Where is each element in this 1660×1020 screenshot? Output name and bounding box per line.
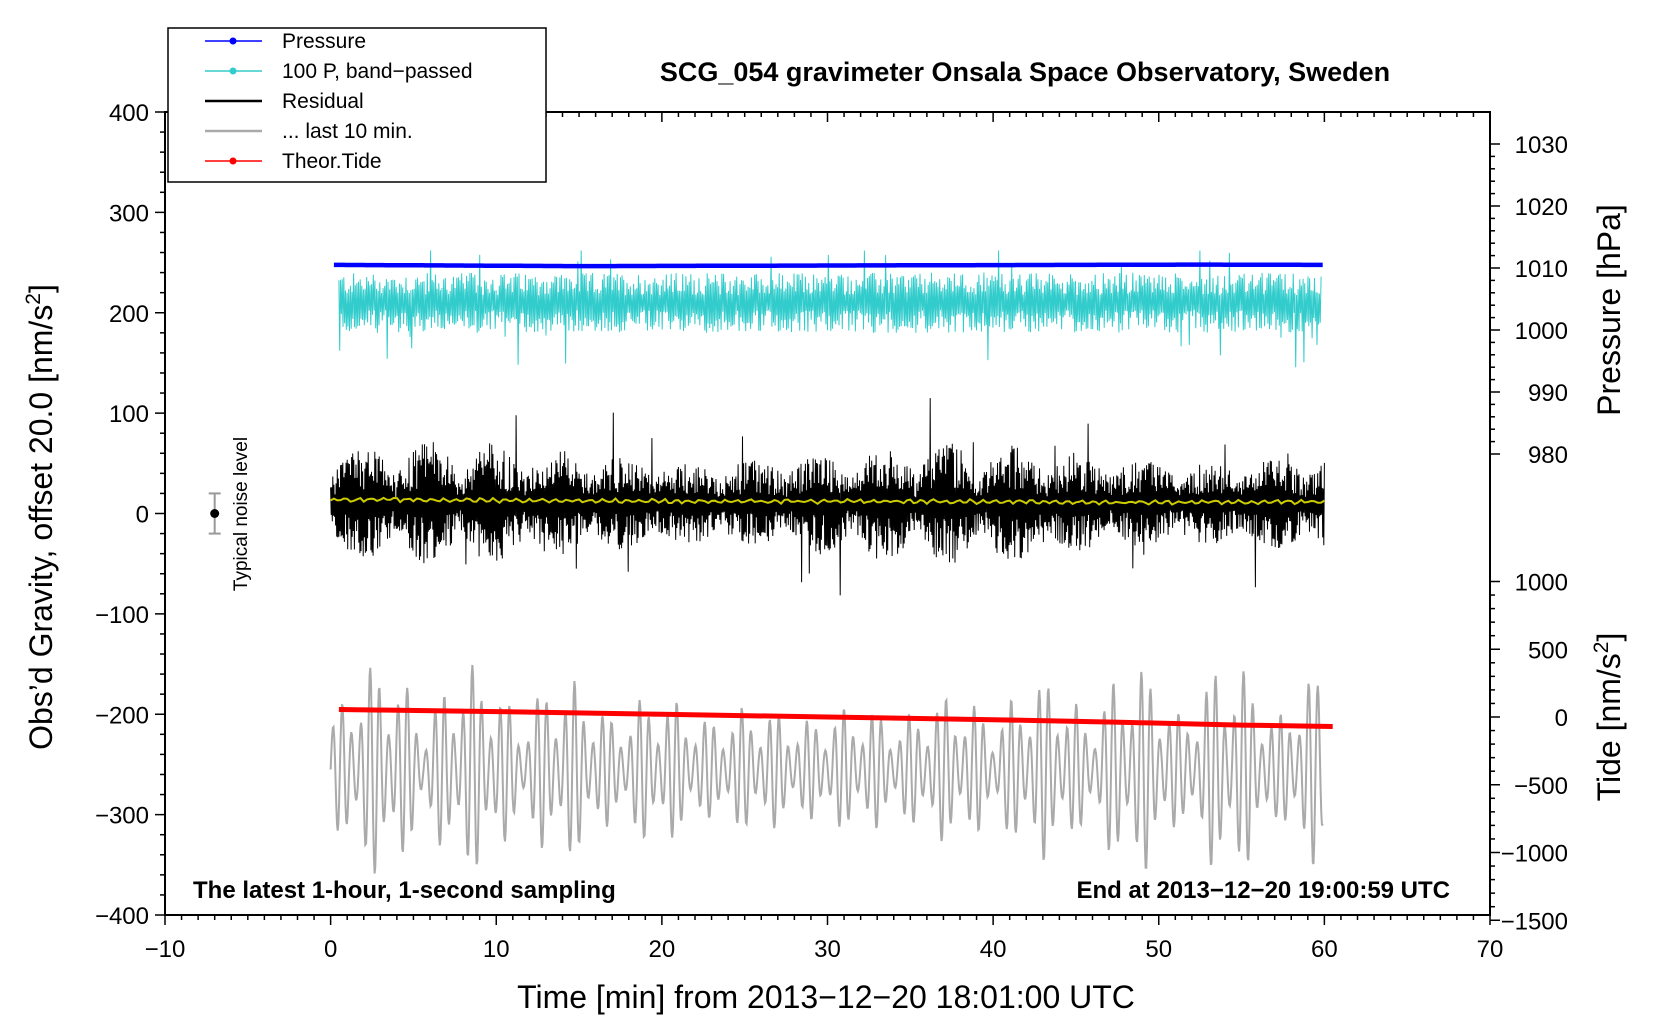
pressure-tick-label: 1030 [1515,132,1568,159]
y-tick-label: 300 [109,200,149,227]
noise-level-label: Typical noise level [231,437,252,591]
residual-smoothed-line [330,496,1325,506]
end-time-note: End at 2013−12−20 19:00:59 UTC [1076,877,1450,904]
pressure-series [333,262,1323,269]
tide-tick-label: 1000 [1515,570,1568,597]
y-tick-label: 200 [109,301,149,328]
y-tick-label: −100 [95,602,149,629]
x-tick-label: 50 [1145,936,1172,963]
legend-label: ... last 10 min. [282,120,413,143]
legend-item: Pressure [205,30,366,53]
x-axis-title: Time [min] from 2013−12−20 18:01:00 UTC [517,979,1135,1015]
tide-tick-label: −1500 [1501,908,1568,935]
chart-title: SCG_054 gravimeter Onsala Space Observat… [660,57,1390,87]
tide-tick-label: 500 [1528,637,1568,664]
noise-dot [210,509,220,518]
legend-item: ... last 10 min. [205,120,413,143]
x-tick-label: 30 [814,936,841,963]
x-tick-label: 70 [1477,936,1504,963]
band-passed-pressure-series [338,250,1322,368]
y-tick-label: −400 [95,903,149,930]
legend-swatch-marker [229,157,237,165]
y-tick-label: −200 [95,702,149,729]
legend-label: Theor.Tide [282,150,382,173]
x-tick-label: 60 [1311,936,1338,963]
y-axis-left-ticks: −400 −300 −200 −100 0 100 200 300 400 [95,100,165,930]
y-tick-label: 100 [109,401,149,428]
residual-series [330,398,1325,596]
noise-level-indicator: Typical noise level [208,437,252,591]
y-tick-label: 0 [136,502,149,529]
tide-axis-ticks: −1500 −1000 −500 0 500 1000 [1490,570,1568,935]
legend-item: 100 P, band−passed [205,60,473,83]
last-10-min-line [329,664,1324,874]
residual-smoothed-series [330,496,1325,506]
pressure-tick-label: 1020 [1515,194,1568,221]
x-tick-label: −10 [145,936,186,963]
x-tick-label: 40 [980,936,1007,963]
pressure-line [333,262,1323,269]
theor-tide-series [338,707,1333,729]
pressure-tick-label: 1000 [1515,318,1568,345]
pressure-axis-ticks: 980 990 1000 1010 1020 1030 [1490,132,1568,469]
legend-item: Theor.Tide [205,150,382,173]
tide-tick-label: −1000 [1501,841,1568,868]
tide-tick-label: 0 [1555,705,1568,732]
legend-box [167,27,547,183]
pressure-tick-label: 1010 [1515,256,1568,283]
legend-label: Residual [282,90,364,113]
legend-swatch-marker [229,37,237,45]
legend-swatch-marker [229,67,237,75]
sampling-note: The latest 1-hour, 1-second sampling [193,877,616,904]
pressure-tick-label: 990 [1528,380,1568,407]
legend: Pressure 100 P, band−passed Residual ... la… [167,27,547,183]
legend-item: Residual [205,90,364,113]
x-tick-label: 20 [649,936,676,963]
pressure-tick-label: 980 [1528,442,1568,469]
x-tick-label: 10 [483,936,510,963]
y-tick-label: −300 [95,803,149,830]
x-axis-ticks: −10 0 10 20 30 40 50 60 70 [145,112,1504,963]
last-10-min-series [329,664,1324,874]
y-tick-label: 400 [109,100,149,127]
theor-tide-line [338,707,1333,729]
band-passed-line [338,250,1322,368]
y-axis-left-title: Obs’d Gravity, offset 20.0 [nm/s2] [22,284,59,750]
residual-line [330,398,1325,596]
legend-label: 100 P, band−passed [282,60,473,83]
tide-axis-title: Tide [nm/s2] [1590,633,1627,802]
pressure-axis-title: Pressure [hPa] [1591,204,1627,416]
tide-tick-label: −500 [1514,773,1568,800]
x-tick-label: 0 [324,936,337,963]
legend-label: Pressure [282,30,366,53]
